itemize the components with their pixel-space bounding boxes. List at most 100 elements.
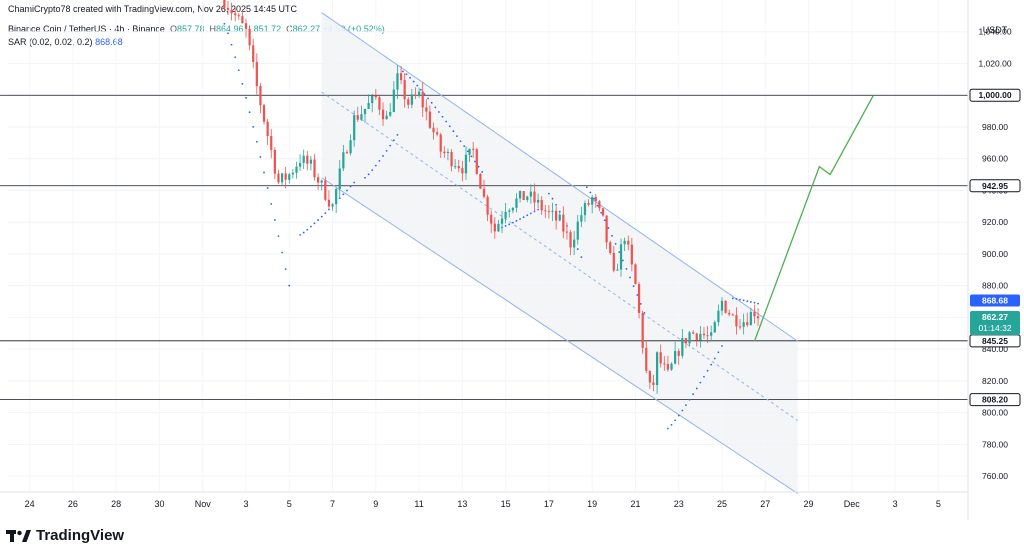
candle[interactable] (692, 332, 695, 334)
candle[interactable] (612, 252, 615, 271)
candle[interactable] (291, 172, 294, 175)
symbol-legend[interactable]: Binance Coin / TetherUS · 4h · Binance O… (8, 24, 385, 34)
candle[interactable] (753, 311, 756, 317)
candle[interactable] (699, 333, 702, 341)
candle[interactable] (623, 240, 626, 245)
candle[interactable] (345, 152, 349, 154)
candle[interactable] (295, 166, 298, 173)
candle[interactable] (223, 0, 226, 8)
candle[interactable] (410, 94, 413, 105)
candle[interactable] (713, 322, 716, 333)
candle[interactable] (591, 196, 594, 205)
candle[interactable] (436, 132, 439, 135)
candle[interactable] (342, 152, 345, 169)
candle[interactable] (468, 148, 471, 155)
candle[interactable] (472, 148, 475, 150)
channel-lower-line[interactable] (321, 177, 799, 495)
candle[interactable] (555, 210, 558, 221)
candle[interactable] (298, 162, 302, 167)
candle[interactable] (396, 73, 399, 90)
candle[interactable] (583, 203, 587, 216)
candle[interactable] (706, 335, 709, 337)
candle[interactable] (335, 188, 338, 205)
candle[interactable] (302, 155, 305, 163)
candle[interactable] (234, 13, 237, 16)
candle[interactable] (457, 166, 460, 169)
candle[interactable] (338, 168, 341, 189)
candle[interactable] (237, 15, 240, 17)
candle[interactable] (594, 196, 597, 202)
candle[interactable] (663, 363, 666, 365)
candle[interactable] (277, 173, 280, 183)
candle[interactable] (580, 215, 583, 222)
candle[interactable] (327, 199, 331, 207)
candle[interactable] (399, 73, 403, 81)
candle[interactable] (309, 159, 313, 164)
candle[interactable] (497, 223, 500, 232)
candle[interactable] (688, 332, 691, 344)
candle[interactable] (522, 191, 525, 201)
candle[interactable] (551, 210, 554, 212)
candle[interactable] (353, 115, 356, 141)
candle[interactable] (259, 86, 262, 106)
candle[interactable] (403, 80, 406, 100)
candle[interactable] (616, 269, 619, 271)
candle[interactable] (717, 310, 720, 323)
candle[interactable] (461, 168, 464, 174)
candle[interactable] (702, 333, 706, 336)
sar-legend[interactable]: SAR (0.02, 0.02, 0.2) 868.68 (8, 37, 123, 47)
candle[interactable] (331, 204, 334, 207)
candle[interactable] (425, 107, 428, 112)
candle[interactable] (262, 105, 266, 122)
candle[interactable] (273, 149, 276, 174)
candle[interactable] (389, 111, 392, 116)
candle[interactable] (598, 201, 601, 209)
candle[interactable] (756, 316, 760, 319)
candle[interactable] (493, 223, 496, 232)
candle[interactable] (536, 199, 540, 203)
candle[interactable] (428, 111, 432, 128)
candle[interactable] (421, 91, 424, 108)
candle[interactable] (284, 173, 287, 180)
candle[interactable] (360, 114, 363, 120)
candle[interactable] (446, 151, 450, 154)
candle[interactable] (684, 338, 688, 344)
candle[interactable] (666, 363, 670, 370)
candle[interactable] (374, 95, 377, 98)
candle[interactable] (670, 363, 673, 370)
candle[interactable] (605, 215, 608, 243)
candle[interactable] (248, 28, 251, 46)
candle[interactable] (306, 155, 309, 164)
candle[interactable] (533, 191, 536, 203)
candle[interactable] (695, 333, 698, 341)
candle[interactable] (558, 214, 561, 221)
candle[interactable] (526, 196, 529, 201)
candle[interactable] (504, 211, 507, 219)
candle[interactable] (349, 140, 352, 154)
candle[interactable] (652, 382, 655, 386)
candle[interactable] (392, 89, 395, 112)
candle[interactable] (324, 180, 327, 200)
candle[interactable] (439, 134, 442, 152)
candle[interactable] (518, 191, 522, 199)
candle[interactable] (486, 196, 489, 215)
candle[interactable] (367, 103, 370, 109)
candle[interactable] (252, 45, 255, 63)
candle[interactable] (562, 214, 565, 232)
candle[interactable] (627, 240, 630, 245)
candle[interactable] (720, 300, 724, 311)
candle[interactable] (414, 94, 417, 96)
candle[interactable] (742, 322, 745, 327)
candle[interactable] (634, 264, 637, 285)
candle[interactable] (576, 221, 579, 240)
candle[interactable] (710, 332, 713, 336)
candle[interactable] (515, 198, 518, 208)
candle[interactable] (601, 208, 605, 216)
candle[interactable] (288, 174, 291, 180)
candle[interactable] (731, 314, 734, 316)
candle[interactable] (255, 62, 258, 87)
candle[interactable] (511, 207, 514, 211)
candle[interactable] (371, 95, 374, 104)
candle[interactable] (728, 312, 731, 315)
